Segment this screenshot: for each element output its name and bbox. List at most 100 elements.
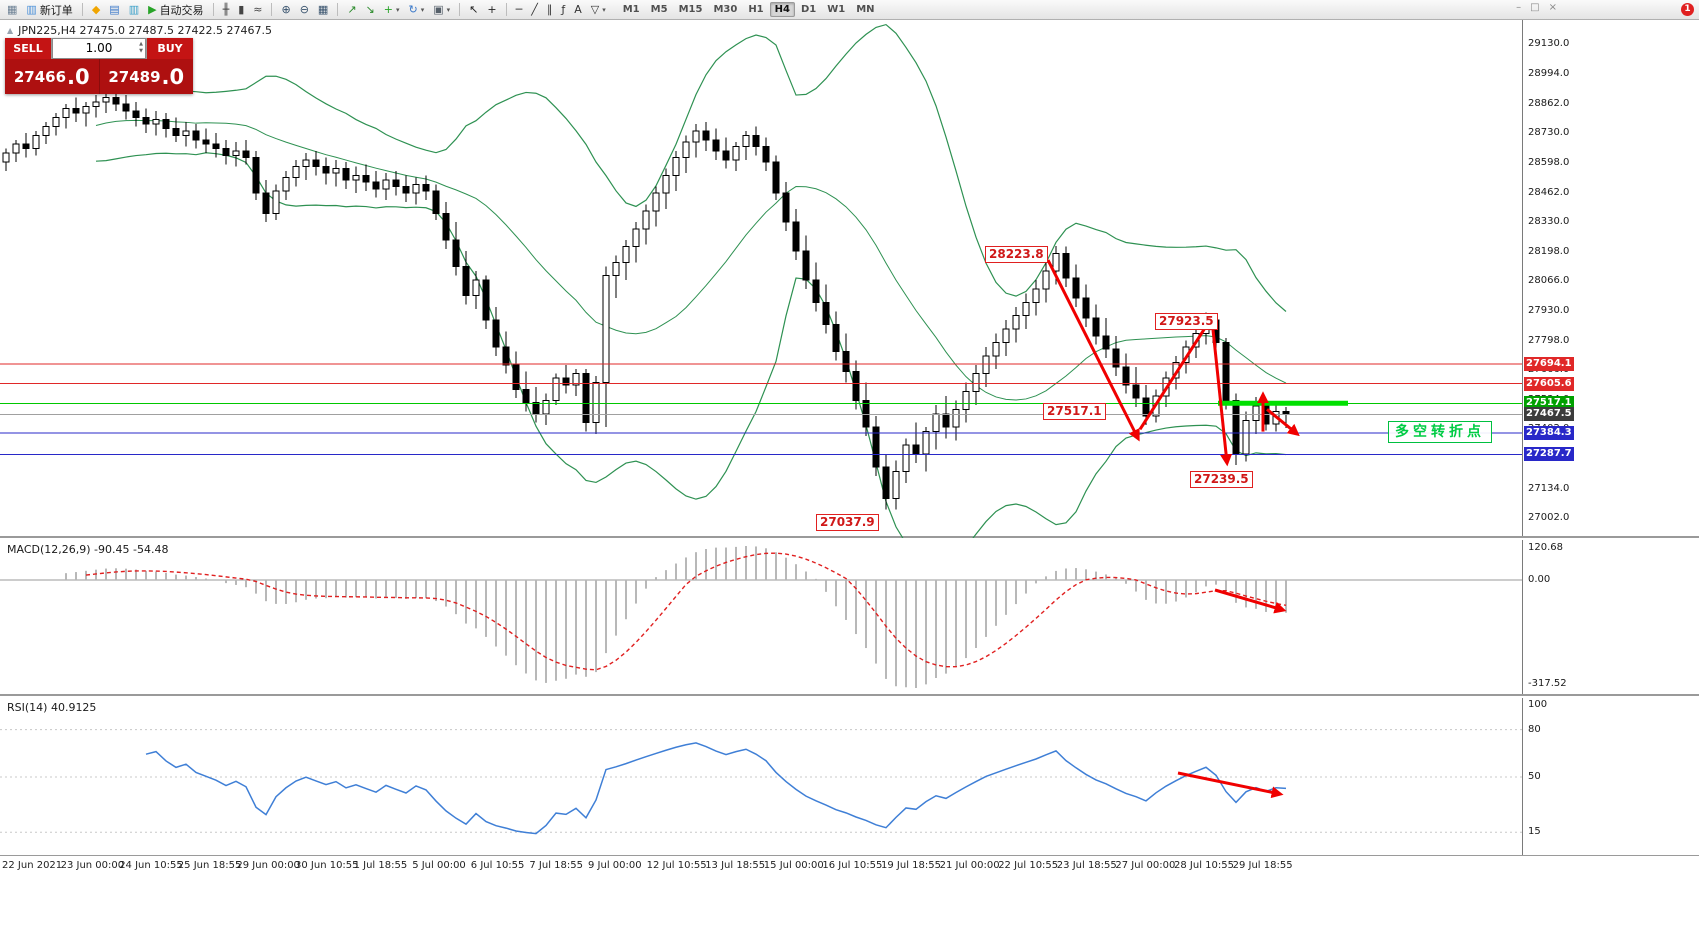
add-indicator-icon[interactable]: + ▾ [380, 1, 404, 18]
candle-body [192, 130, 200, 141]
price-axis-tick: 27134.0 [1528, 482, 1570, 494]
indicator-axis-tick: 0.00 [1528, 574, 1551, 585]
candle-body [52, 117, 60, 127]
volume-input[interactable]: 1.00 ▲ ▼ [52, 38, 146, 59]
timeframe-m30[interactable]: M30 [708, 2, 742, 17]
candle-body [532, 402, 540, 415]
candle-body [612, 261, 620, 277]
time-axis-label: 12 Jul 10:55 [646, 860, 707, 871]
candle-body [1222, 341, 1230, 401]
timeframe-d1[interactable]: D1 [796, 2, 821, 17]
candle-body [732, 145, 740, 161]
price-axis-tick: 29130.0 [1528, 38, 1570, 49]
mql5-community-icon[interactable]: ◆ [88, 1, 104, 18]
candle-body [332, 168, 340, 174]
sell-price[interactable]: 27466.0 [5, 59, 99, 94]
notification-badge[interactable]: 1 [1681, 3, 1694, 16]
shapes-icon: ▽ [590, 3, 600, 16]
price-axis-tick: 28462.0 [1528, 186, 1570, 198]
candle-body [742, 134, 750, 147]
candle-body [802, 250, 810, 281]
volume-stepper-icon[interactable]: ▲ ▼ [139, 41, 143, 54]
candle-body [1072, 277, 1080, 299]
line-chart-icon[interactable]: ≈ [249, 1, 266, 18]
timeframe-m15[interactable]: M15 [674, 2, 708, 17]
sell-button[interactable]: SELL [5, 38, 51, 59]
timeframe-mn[interactable]: MN [851, 2, 879, 17]
candle-body [1012, 315, 1020, 330]
candle-body [412, 183, 420, 194]
zoom-in-icon[interactable]: ⊕ [277, 1, 294, 18]
time-axis-label: 30 Jun 10:55 [295, 860, 359, 871]
time-axis-label: 19 Jul 18:55 [881, 860, 941, 871]
fibonacci-icon[interactable]: ƒ [557, 1, 569, 18]
zoom-out-icon[interactable]: ⊖ [296, 1, 313, 18]
collapse-trade-panel-icon[interactable]: ▲ [7, 26, 14, 35]
candle-body [1252, 405, 1260, 421]
indicators-list-icon[interactable]: ↗ [343, 1, 360, 18]
candle-body [222, 148, 230, 156]
candle-body [112, 96, 120, 105]
restore-button[interactable]: □ [1530, 2, 1540, 13]
timeframe-m5[interactable]: M5 [646, 2, 673, 17]
price-axis-tick: 28198.0 [1528, 245, 1570, 257]
equidistant-channel-icon[interactable]: ∥ [543, 1, 557, 18]
tile-windows-icon[interactable]: ▦ [314, 1, 332, 18]
timeframe-w1[interactable]: W1 [822, 2, 850, 17]
candle-body [942, 413, 950, 428]
price-axis-tick: 27930.0 [1528, 305, 1570, 317]
candle-body [242, 150, 250, 159]
buy-price[interactable]: 27489.0 [98, 59, 193, 94]
candle-body [452, 239, 460, 268]
toolbar-separator [81, 3, 83, 16]
timeframe-h1[interactable]: H1 [743, 2, 768, 17]
candle-body [152, 119, 160, 125]
trend-arrow [1138, 317, 1212, 431]
price-level-chip: 27467.5 [1524, 407, 1574, 422]
cursor-icon[interactable]: ↖ [465, 1, 482, 18]
timeframe-m1[interactable]: M1 [618, 2, 645, 17]
text-label-icon[interactable]: A [570, 1, 586, 18]
price-level-chip: 27287.7 [1524, 447, 1574, 462]
trendline-icon[interactable]: ╱ [527, 1, 542, 18]
time-axis-label: 5 Jul 00:00 [412, 860, 466, 871]
candle-body [642, 210, 650, 230]
bollinger-upper-band [95, 23, 1287, 312]
candle-body [992, 341, 1000, 357]
navigator-icon[interactable]: ▥ [125, 1, 143, 18]
candlestick-chart-icon[interactable]: ▮ [234, 1, 248, 18]
charts-grid-icon[interactable]: ▦ [3, 1, 21, 18]
periods-icon[interactable]: ↻ ▾ [404, 1, 428, 18]
price-chart-panel[interactable]: ▲ JPN225,H4 27475.0 27487.5 27422.5 2746… [0, 20, 1699, 538]
horizontal-line-icon[interactable]: ─ [512, 1, 527, 18]
candle-body [772, 161, 780, 194]
candle-body [342, 168, 350, 181]
rsi-line [145, 742, 1287, 835]
candle-body [602, 275, 610, 384]
price-chart-canvas[interactable] [0, 20, 1522, 538]
ohlc-bars-icon[interactable]: ╫ [219, 1, 234, 18]
minimize-button[interactable]: – [1516, 2, 1522, 13]
time-axis: 22 Jun 2021 23 Jun 00:00 24 Jun 10:55 25 Ju… [0, 857, 1699, 875]
market-watch-icon[interactable]: ▤ [105, 1, 123, 18]
buy-button[interactable]: BUY [147, 38, 193, 59]
time-axis-label: 23 Jul 18:55 [1056, 860, 1117, 871]
candle-body [852, 370, 860, 401]
candle-body [752, 134, 760, 147]
crosshair-icon[interactable]: + [483, 1, 500, 18]
new-order-button[interactable]: ▥ 新订单 [22, 1, 76, 18]
candle-body [972, 373, 980, 392]
close-button[interactable]: × [1548, 2, 1557, 13]
autotrading-button[interactable]: ▶ 自动交易 [144, 1, 207, 18]
candle-body [692, 130, 700, 143]
candle-body [632, 228, 640, 248]
time-axis-label: 25 Jun 18:55 [177, 860, 242, 871]
shapes-icon[interactable]: ▽ ▾ [587, 1, 610, 18]
crosshair-icon: + [487, 3, 497, 16]
time-axis-label: 29 Jun 00:00 [236, 860, 300, 871]
indicator-window-icon[interactable]: ↘ [362, 1, 379, 18]
templates-icon[interactable]: ▣ ▾ [429, 1, 454, 18]
candle-body [932, 413, 940, 433]
indicators-list-icon: ↗ [347, 3, 357, 16]
timeframe-h4[interactable]: H4 [769, 2, 795, 17]
